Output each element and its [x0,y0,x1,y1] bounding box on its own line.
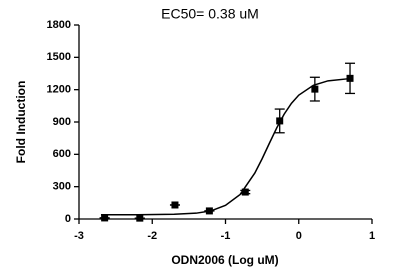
point [171,201,179,209]
y-tick-label: 1800 [47,19,71,31]
y-tick-label: 1500 [47,51,71,63]
x-tick-label: 0 [296,230,302,242]
x-tick-label: -2 [147,230,157,242]
point [311,85,319,93]
fit-curve [100,77,351,216]
y-tick-label: 1200 [47,84,71,96]
point [101,214,109,222]
y-tick-label: 900 [53,116,71,128]
x-tick-label: 1 [369,230,375,242]
x-tick-label: -1 [221,230,231,242]
y-axis-label: Fold Induction [14,81,28,164]
x-tick-label: -3 [74,230,84,242]
y-tick-label: 0 [65,213,71,225]
chart-title: EC50= 0.38 uM [161,6,259,22]
point [136,214,144,222]
y-tick-label: 300 [53,181,71,193]
y-tick-label: 600 [53,148,71,160]
point [241,188,249,196]
x-axis-label: ODN2006 (Log uM) [171,253,278,267]
point [346,74,354,82]
